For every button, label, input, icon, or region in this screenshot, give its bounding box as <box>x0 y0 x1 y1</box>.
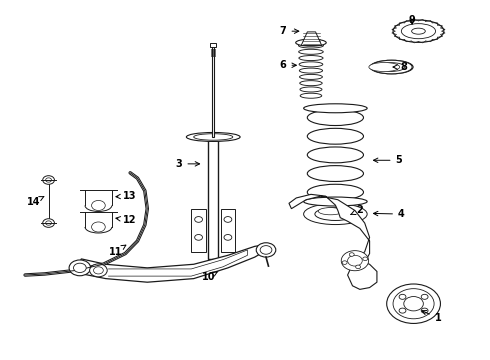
Circle shape <box>74 263 86 273</box>
Circle shape <box>399 294 406 299</box>
Circle shape <box>260 246 272 254</box>
Circle shape <box>399 308 406 313</box>
Ellipse shape <box>386 65 397 69</box>
Circle shape <box>94 267 103 274</box>
Circle shape <box>421 308 428 313</box>
Circle shape <box>421 294 428 299</box>
Ellipse shape <box>304 197 367 206</box>
Circle shape <box>363 257 368 261</box>
Polygon shape <box>79 244 267 282</box>
Text: 9: 9 <box>409 15 416 26</box>
Ellipse shape <box>304 104 367 113</box>
Text: 12: 12 <box>116 215 137 225</box>
Ellipse shape <box>299 55 323 60</box>
Circle shape <box>342 261 347 264</box>
Circle shape <box>92 201 105 211</box>
Text: 8: 8 <box>393 62 407 72</box>
Text: 4: 4 <box>373 209 405 219</box>
Circle shape <box>387 284 441 323</box>
Ellipse shape <box>412 28 425 34</box>
Circle shape <box>90 264 107 277</box>
Circle shape <box>46 178 51 182</box>
Bar <box>210 43 216 47</box>
Text: 1: 1 <box>422 311 441 323</box>
Ellipse shape <box>186 132 240 141</box>
Circle shape <box>224 217 232 222</box>
Bar <box>212 47 214 137</box>
Ellipse shape <box>299 62 323 67</box>
Ellipse shape <box>318 208 343 215</box>
Circle shape <box>43 176 54 184</box>
Polygon shape <box>301 32 322 45</box>
Circle shape <box>195 217 202 222</box>
Ellipse shape <box>300 87 322 92</box>
Circle shape <box>349 253 354 256</box>
Polygon shape <box>191 209 206 252</box>
Circle shape <box>356 265 361 269</box>
Circle shape <box>69 260 91 276</box>
Ellipse shape <box>300 93 322 98</box>
Ellipse shape <box>401 24 436 39</box>
Circle shape <box>92 222 105 232</box>
Ellipse shape <box>299 75 322 80</box>
Text: 2: 2 <box>351 206 363 216</box>
Ellipse shape <box>299 68 322 73</box>
Ellipse shape <box>307 110 364 126</box>
Text: 3: 3 <box>175 159 199 169</box>
Circle shape <box>43 219 54 227</box>
Ellipse shape <box>369 63 400 72</box>
Polygon shape <box>108 250 247 276</box>
Circle shape <box>195 234 202 240</box>
Ellipse shape <box>315 208 356 220</box>
Ellipse shape <box>194 134 233 140</box>
Text: 7: 7 <box>280 26 299 36</box>
Ellipse shape <box>307 166 364 181</box>
Bar <box>208 137 218 259</box>
Text: 13: 13 <box>116 191 137 201</box>
Ellipse shape <box>393 20 444 42</box>
Circle shape <box>341 251 368 271</box>
Circle shape <box>224 234 232 240</box>
Ellipse shape <box>307 147 364 163</box>
Circle shape <box>393 289 434 319</box>
Circle shape <box>347 255 362 266</box>
Text: 6: 6 <box>280 60 296 70</box>
Text: 11: 11 <box>109 245 126 257</box>
Ellipse shape <box>296 39 326 46</box>
Ellipse shape <box>378 63 405 71</box>
Text: 5: 5 <box>373 155 402 165</box>
Ellipse shape <box>299 49 323 54</box>
Circle shape <box>404 297 423 311</box>
Ellipse shape <box>307 184 364 200</box>
Ellipse shape <box>307 128 364 144</box>
Polygon shape <box>289 194 377 289</box>
Ellipse shape <box>298 43 323 48</box>
Ellipse shape <box>371 60 412 74</box>
Ellipse shape <box>300 81 322 86</box>
Circle shape <box>46 221 51 225</box>
Circle shape <box>256 243 276 257</box>
Ellipse shape <box>304 203 367 225</box>
Text: 10: 10 <box>201 271 218 282</box>
Text: 14: 14 <box>27 197 44 207</box>
Ellipse shape <box>370 60 413 74</box>
Polygon shape <box>220 209 235 252</box>
